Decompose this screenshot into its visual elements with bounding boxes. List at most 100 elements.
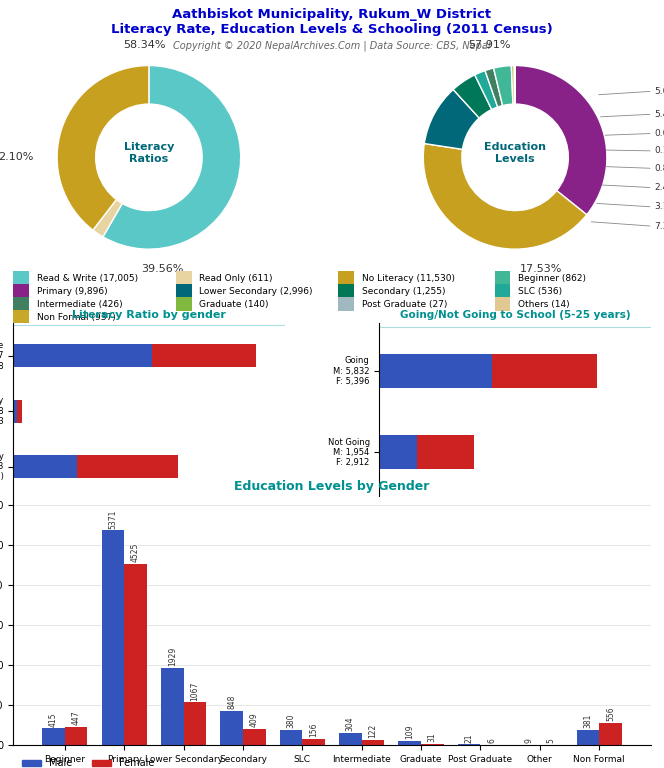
Text: Literacy Rate, Education Levels & Schooling (2011 Census): Literacy Rate, Education Levels & School… (111, 23, 553, 36)
Text: Non Formal (937): Non Formal (937) (37, 313, 116, 322)
Text: 0.82%: 0.82% (655, 164, 664, 173)
Bar (398, 740, 421, 745)
Text: 109: 109 (405, 724, 414, 739)
Bar (13, 310, 29, 325)
Text: 5.48%: 5.48% (655, 110, 664, 119)
Text: Read & Write (17,005): Read & Write (17,005) (37, 273, 138, 283)
Bar (13, 399, 17, 423)
Text: 9: 9 (524, 738, 533, 743)
Bar (362, 740, 384, 745)
Bar (161, 668, 183, 745)
Text: No Literacy (11,530): No Literacy (11,530) (362, 273, 455, 283)
Bar (339, 733, 362, 745)
Bar (458, 744, 481, 745)
Text: 2.10%: 2.10% (0, 152, 33, 162)
Text: Secondary (1,255): Secondary (1,255) (362, 286, 446, 296)
Wedge shape (103, 65, 241, 249)
Text: 21: 21 (465, 733, 473, 743)
Text: 5371: 5371 (108, 509, 118, 528)
Text: 58.34%: 58.34% (123, 41, 165, 51)
Text: Intermediate (426): Intermediate (426) (37, 300, 122, 309)
Wedge shape (423, 144, 587, 249)
Bar (77, 455, 178, 478)
Bar (220, 711, 243, 745)
Wedge shape (485, 68, 503, 107)
Text: 304: 304 (346, 717, 355, 731)
Wedge shape (57, 65, 149, 230)
Text: Primary (9,896): Primary (9,896) (37, 286, 108, 296)
Title: Going/Not Going to School (5-25 years): Going/Not Going to School (5-25 years) (400, 310, 630, 320)
Bar (152, 344, 256, 367)
Text: Post Graduate (27): Post Graduate (27) (362, 300, 448, 309)
Text: 415: 415 (49, 712, 58, 727)
Bar (339, 297, 355, 312)
Text: 39.56%: 39.56% (141, 264, 184, 274)
Text: 6: 6 (487, 738, 496, 743)
Text: Literacy
Ratios: Literacy Ratios (124, 142, 174, 164)
Text: 447: 447 (72, 711, 80, 726)
Bar (42, 728, 65, 745)
Bar (183, 702, 206, 745)
Bar (493, 354, 597, 389)
Bar (17, 399, 22, 423)
Bar (495, 284, 511, 299)
Bar (379, 354, 493, 389)
Wedge shape (493, 65, 513, 105)
Bar (243, 729, 266, 745)
Text: 4525: 4525 (131, 543, 140, 562)
Text: 1067: 1067 (191, 681, 199, 700)
Wedge shape (475, 71, 497, 110)
Text: 0.08%: 0.08% (655, 129, 664, 138)
Wedge shape (511, 65, 515, 104)
Text: 156: 156 (309, 723, 318, 737)
Bar (176, 297, 192, 312)
Text: Aathbiskot Municipality, Rukum_W District: Aathbiskot Municipality, Rukum_W Distric… (173, 8, 491, 21)
Text: 5.04%: 5.04% (655, 87, 664, 96)
Legend: Male, Female: Male, Female (18, 754, 159, 768)
Text: 3.14%: 3.14% (655, 203, 664, 211)
Text: Beginner (862): Beginner (862) (518, 273, 586, 283)
Wedge shape (93, 200, 122, 237)
Text: 556: 556 (606, 707, 615, 721)
Bar (13, 284, 29, 299)
Text: Lower Secondary (2,996): Lower Secondary (2,996) (199, 286, 313, 296)
Text: 1929: 1929 (168, 647, 177, 666)
Bar (13, 344, 152, 367)
Wedge shape (515, 65, 607, 215)
Wedge shape (454, 74, 491, 118)
Text: 5: 5 (546, 738, 556, 743)
Bar (421, 743, 444, 745)
Bar (124, 564, 147, 745)
Bar (280, 730, 302, 745)
Text: Education
Levels: Education Levels (484, 142, 546, 164)
Bar (302, 739, 325, 745)
Text: 0.16%: 0.16% (655, 147, 664, 155)
Bar (599, 723, 622, 745)
Text: 409: 409 (250, 713, 259, 727)
Bar (13, 455, 77, 478)
Text: 17.53%: 17.53% (520, 264, 562, 274)
Text: Graduate (140): Graduate (140) (199, 300, 269, 309)
Text: 848: 848 (227, 695, 236, 710)
Bar (495, 271, 511, 285)
Wedge shape (514, 65, 515, 104)
Bar (102, 530, 124, 745)
Legend: Male, Female: Male, Female (79, 518, 219, 536)
Bar (13, 271, 29, 285)
Text: 31: 31 (428, 733, 437, 742)
Wedge shape (424, 90, 479, 149)
Text: Read Only (611): Read Only (611) (199, 273, 273, 283)
Text: 57.91%: 57.91% (468, 41, 511, 51)
Legend: Male, Female: Male, Female (445, 523, 585, 541)
Bar (65, 727, 88, 745)
Text: Copyright © 2020 NepalArchives.Com | Data Source: CBS, Nepal: Copyright © 2020 NepalArchives.Com | Dat… (173, 40, 491, 51)
Bar (176, 271, 192, 285)
Text: Others (14): Others (14) (518, 300, 570, 309)
Text: SLC (536): SLC (536) (518, 286, 562, 296)
Bar (379, 435, 418, 469)
Bar (339, 284, 355, 299)
Bar (13, 297, 29, 312)
Text: 7.34%: 7.34% (655, 222, 664, 230)
Bar (418, 435, 473, 469)
Bar (339, 271, 355, 285)
